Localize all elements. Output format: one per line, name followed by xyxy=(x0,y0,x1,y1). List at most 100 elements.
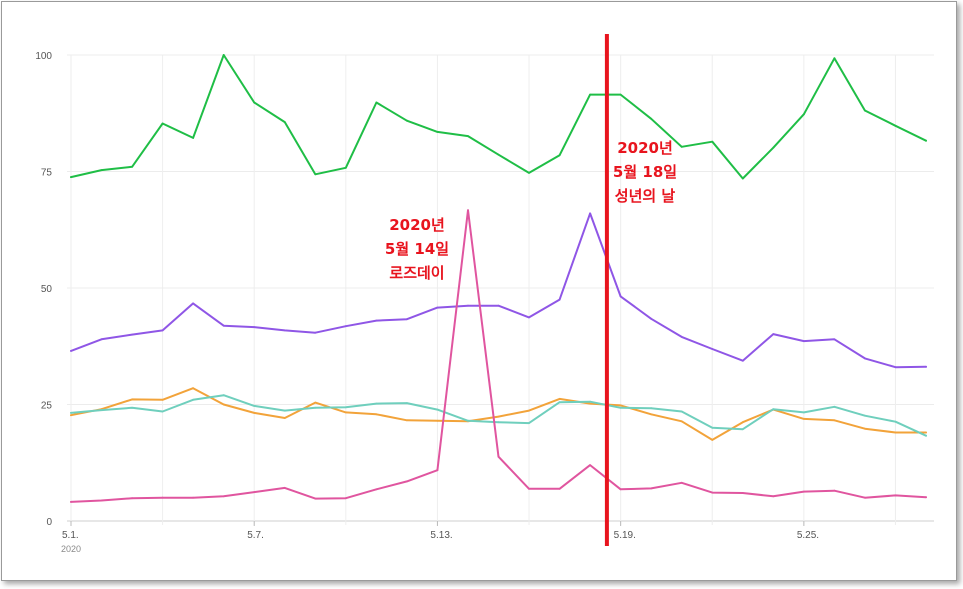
series-2-point xyxy=(406,318,408,321)
series-5-point xyxy=(283,487,286,489)
series-4-point xyxy=(864,414,866,417)
series-5-point xyxy=(741,492,744,494)
series-5-point xyxy=(314,497,317,500)
series-3-point xyxy=(680,420,683,423)
series-3-point xyxy=(833,419,836,422)
series-4-point xyxy=(741,428,744,431)
series-3-point xyxy=(619,404,622,407)
series-3-point xyxy=(131,398,134,401)
series-1-point xyxy=(711,140,714,143)
series-5-point xyxy=(375,488,378,491)
series-4-point xyxy=(680,410,683,413)
series-2-point xyxy=(100,338,103,341)
series-4-point xyxy=(222,394,225,397)
series-1-point xyxy=(497,153,500,156)
series-1-point xyxy=(192,137,195,139)
series-1-point xyxy=(864,109,866,112)
series-4-point xyxy=(650,407,653,410)
series-2-point xyxy=(467,304,469,307)
series-1-point xyxy=(467,135,469,138)
x-tick-label: 5.1. xyxy=(62,530,79,541)
series-2-point xyxy=(650,317,653,320)
series-2-point xyxy=(161,329,164,332)
series-3-point xyxy=(528,409,530,412)
series-5-point xyxy=(925,496,927,499)
series-2-point xyxy=(314,331,317,334)
series-4-point xyxy=(70,412,72,414)
series-1-point xyxy=(314,173,317,176)
series-2-point xyxy=(711,348,714,350)
series-4-point xyxy=(894,420,897,423)
series-5-point xyxy=(558,487,561,490)
series-2-point xyxy=(619,295,622,298)
series-3-point xyxy=(344,411,347,414)
series-4-point xyxy=(375,402,378,405)
series-5-point xyxy=(253,491,256,493)
y-tick-label: 25 xyxy=(41,401,53,412)
series-5-point xyxy=(192,496,195,499)
series-4-point xyxy=(833,405,836,408)
series-1-point xyxy=(253,101,256,104)
series-3-point xyxy=(192,387,195,390)
series-2-point xyxy=(344,325,347,328)
y-tick-label: 100 xyxy=(35,51,52,62)
y-axis-ticks: 0 25 50 75 100 xyxy=(35,51,52,528)
series-4-point xyxy=(772,408,775,411)
series-1-point xyxy=(161,122,164,125)
series-3-point xyxy=(741,421,744,424)
series-4-point xyxy=(925,434,927,437)
series-5-point xyxy=(344,497,347,500)
series-line-2 xyxy=(70,212,927,369)
x-tick-label: 5.13. xyxy=(430,530,452,541)
series-3-point xyxy=(436,419,439,422)
series-5-point xyxy=(619,488,622,491)
series-3-point xyxy=(375,413,378,416)
series-3-point xyxy=(222,403,225,406)
series-4-point xyxy=(619,406,622,409)
series-1-point xyxy=(558,154,561,157)
series-2-point xyxy=(253,326,256,328)
series-5-point xyxy=(803,490,805,493)
series-4-point xyxy=(589,400,591,403)
series-2-point xyxy=(192,302,195,305)
annotation-coming-of-age-line-3: 성년의 날 xyxy=(615,187,676,205)
series-3-point xyxy=(406,419,408,422)
series-1-point xyxy=(772,146,775,149)
series-1-point xyxy=(619,93,622,96)
series-4-point xyxy=(161,410,164,413)
series-2-point xyxy=(772,333,775,335)
series-5-point xyxy=(894,494,897,497)
x-tick-label: 5.25. xyxy=(797,530,819,541)
series-2-point xyxy=(558,298,561,301)
series-2-point xyxy=(589,212,591,215)
series-1-point xyxy=(925,139,927,142)
series-1-point xyxy=(528,172,530,174)
series-4-point xyxy=(406,402,408,404)
x-axis-ticks: 5.1. 5.7. 5.13. 5.19. 5.25. xyxy=(62,530,819,541)
series-5-point xyxy=(497,455,500,458)
series-2-point xyxy=(528,316,530,319)
series-1-point xyxy=(344,166,347,169)
series-2-point xyxy=(803,340,805,342)
series-4-point xyxy=(192,398,195,401)
series-lines xyxy=(70,54,927,503)
series-4-point xyxy=(711,426,714,429)
series-2-point xyxy=(741,359,744,362)
series-1-point xyxy=(406,119,408,122)
x-tick-label: 5.7. xyxy=(247,530,264,541)
series-1-point xyxy=(680,145,683,148)
series-line-3 xyxy=(70,387,927,441)
series-line-4 xyxy=(70,394,927,437)
series-5-point xyxy=(680,481,683,484)
series-3-point xyxy=(253,412,256,414)
gridlines xyxy=(67,54,934,526)
series-5-point xyxy=(528,487,530,490)
series-5-point xyxy=(467,209,469,212)
series-3-point xyxy=(314,401,317,404)
annotation-roseday-line-1: 2020년 xyxy=(389,216,445,234)
series-2-point xyxy=(70,350,72,352)
series-2-point xyxy=(864,357,866,360)
series-1-point xyxy=(131,165,134,168)
series-4-point xyxy=(344,406,347,409)
series-1-point xyxy=(894,124,897,127)
